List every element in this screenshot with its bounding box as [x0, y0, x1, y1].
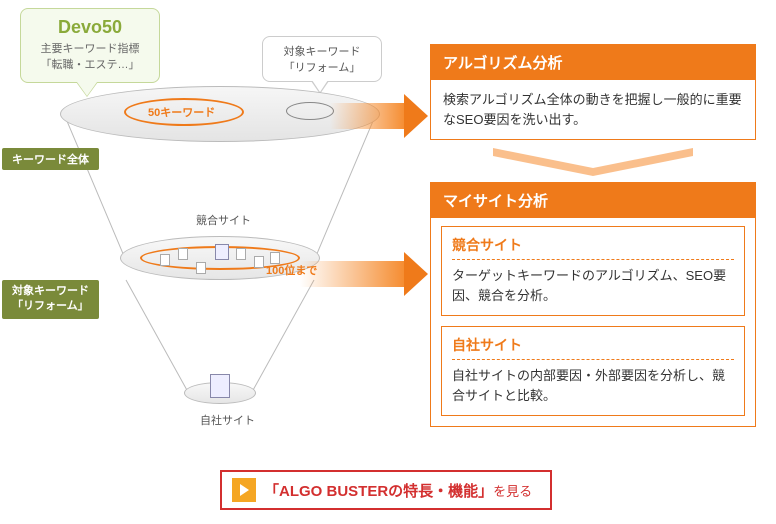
cta-main-text: 「ALGO BUSTERの特長・機能」: [264, 480, 493, 501]
cta-suffix-text: を見る: [493, 481, 532, 500]
site-cube-center-icon: [215, 244, 229, 260]
subbox-own: 自社サイト 自社サイトの内部要因・外部要因を分析し、競合サイトと比較。: [441, 326, 745, 416]
label-competitor-sites: 競合サイト: [196, 212, 251, 228]
site-cube-icon: [178, 248, 188, 260]
subbox-competitor: 競合サイト ターゲットキーワードのアルゴリズム、SEO要因、競合を分析。: [441, 226, 745, 316]
target-keyword-line2: 「リフォーム」: [271, 59, 373, 75]
ring-target-keyword: [286, 102, 334, 120]
devo50-callout: Devo50 主要キーワード指標 「転職・エステ…」: [20, 8, 160, 83]
subbox-competitor-body: ターゲットキーワードのアルゴリズム、SEO要因、競合を分析。: [452, 266, 734, 305]
tag-target-line1: 対象キーワード: [12, 284, 89, 299]
subbox-own-title: 自社サイト: [452, 335, 734, 360]
arrow-to-mysite-icon: [300, 252, 430, 296]
own-site-cube-icon: [210, 374, 230, 398]
panel-algorithm: アルゴリズム分析 検索アルゴリズム全体の動きを把握し一般的に重要なSEO要因を洗…: [430, 44, 756, 140]
label-own-site: 自社サイト: [200, 412, 255, 428]
cta-arrow-icon: [232, 478, 256, 502]
arrow-to-algorithm-icon: [330, 94, 430, 138]
down-chevron-icon: [430, 148, 756, 176]
site-cube-icon: [196, 262, 206, 274]
subbox-own-body: 自社サイトの内部要因・外部要因を分析し、競合サイトと比較。: [452, 366, 734, 405]
target-keyword-callout: 対象キーワード 「リフォーム」: [262, 36, 382, 82]
panel-algorithm-body: 検索アルゴリズム全体の動きを把握し一般的に重要なSEO要因を洗い出す。: [431, 80, 755, 139]
tag-all-keywords: キーワード全体: [2, 148, 99, 170]
devo50-subtitle2: 「転職・エステ…」: [31, 56, 149, 72]
cta-button[interactable]: 「ALGO BUSTERの特長・機能」 を見る: [220, 470, 552, 510]
panel-algorithm-title: アルゴリズム分析: [431, 45, 755, 80]
devo50-title: Devo50: [31, 17, 149, 38]
tag-target-keyword: 対象キーワード 「リフォーム」: [2, 280, 99, 319]
panel-mysite: マイサイト分析 競合サイト ターゲットキーワードのアルゴリズム、SEO要因、競合…: [430, 182, 756, 427]
site-cube-icon: [236, 248, 246, 260]
subbox-competitor-title: 競合サイト: [452, 235, 734, 260]
site-cube-icon: [270, 252, 280, 264]
site-cube-icon: [160, 254, 170, 266]
site-cube-icon: [254, 256, 264, 268]
devo50-subtitle1: 主要キーワード指標: [31, 40, 149, 56]
label-50keywords: 50キーワード: [148, 104, 215, 120]
funnel-diagram: Devo50 主要キーワード指標 「転職・エステ…」 対象キーワード 「リフォー…: [0, 0, 420, 460]
right-panels: アルゴリズム分析 検索アルゴリズム全体の動きを把握し一般的に重要なSEO要因を洗…: [430, 44, 756, 439]
tag-target-line2: 「リフォーム」: [12, 299, 89, 314]
target-keyword-line1: 対象キーワード: [271, 43, 373, 59]
panel-mysite-title: マイサイト分析: [431, 183, 755, 218]
